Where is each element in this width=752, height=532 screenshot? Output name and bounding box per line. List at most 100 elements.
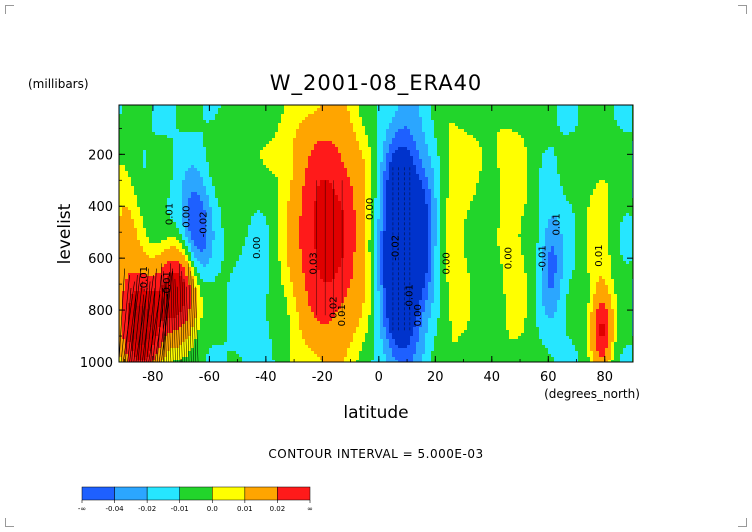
field-cell [137, 114, 141, 118]
field-cell [122, 126, 126, 130]
field-cell [176, 228, 180, 232]
field-cell [245, 132, 249, 136]
field-cell [161, 114, 165, 118]
field-cell [236, 150, 240, 154]
field-cell [161, 249, 165, 253]
field-cell [242, 231, 246, 235]
field-cell [248, 216, 252, 220]
field-cell [224, 240, 228, 244]
field-cell [275, 207, 279, 211]
field-cell [194, 120, 198, 124]
field-cell [161, 282, 165, 286]
field-cell [122, 252, 126, 256]
field-cell [269, 210, 273, 214]
field-cell [257, 186, 261, 190]
field-cell [119, 288, 123, 292]
field-cell [284, 138, 288, 142]
field-cell [263, 159, 267, 163]
field-cell [134, 315, 138, 319]
field-cell [149, 114, 153, 118]
field-cell [254, 240, 258, 244]
field-cell [215, 138, 219, 142]
field-cell [176, 279, 180, 283]
field-cell [239, 282, 243, 286]
field-cell [281, 324, 285, 328]
field-cell [146, 168, 150, 172]
field-cell [158, 219, 162, 223]
field-cell [122, 183, 126, 187]
field-cell [275, 141, 279, 145]
field-cell [251, 318, 255, 322]
field-cell [176, 156, 180, 160]
field-cell [188, 123, 192, 127]
field-cell [152, 360, 156, 362]
field-cell [287, 315, 291, 319]
field-cell [230, 132, 234, 136]
field-cell [257, 114, 261, 118]
field-cell [245, 198, 249, 202]
field-cell [191, 285, 195, 289]
field-cell [218, 150, 222, 154]
field-cell [140, 276, 144, 280]
field-cell [248, 252, 252, 256]
field-cell [164, 168, 168, 172]
field-cell [227, 327, 231, 331]
field-cell [128, 123, 132, 127]
field-cell [275, 153, 279, 157]
field-cell [224, 315, 228, 319]
field-cell [251, 117, 255, 121]
field-cell [218, 210, 222, 214]
field-cell [179, 129, 183, 133]
field-cell [233, 120, 237, 124]
field-cell [254, 165, 258, 169]
field-cell [242, 255, 246, 259]
field-cell [218, 303, 222, 307]
field-cell [257, 300, 261, 304]
field-cell [194, 165, 198, 169]
field-cell [257, 333, 261, 337]
field-cell [242, 153, 246, 157]
field-cell [200, 174, 204, 178]
field-cell [272, 267, 276, 271]
field-cell [245, 111, 249, 115]
field-cell [275, 105, 279, 109]
field-cell [236, 333, 240, 337]
field-cell [206, 147, 210, 151]
field-cell [164, 183, 168, 187]
field-cell [230, 273, 234, 277]
field-cell [224, 135, 228, 139]
field-cell [248, 300, 252, 304]
field-cell [176, 213, 180, 217]
field-cell [281, 282, 285, 286]
field-cell [260, 204, 264, 208]
field-cell [197, 306, 201, 310]
field-cell [155, 222, 159, 226]
field-cell [137, 120, 141, 124]
field-cell [254, 288, 258, 292]
field-cell [143, 234, 147, 238]
field-cell [233, 207, 237, 211]
field-cell [272, 177, 276, 181]
field-cell [152, 255, 156, 259]
field-cell [239, 264, 243, 268]
field-cell [269, 354, 273, 358]
field-cell [239, 270, 243, 274]
field-cell [272, 255, 276, 259]
field-cell [281, 279, 285, 283]
field-cell [167, 162, 171, 166]
field-cell [272, 105, 276, 109]
field-cell [161, 231, 165, 235]
field-cell [224, 141, 228, 145]
field-cell [263, 114, 267, 118]
field-cell [248, 111, 252, 115]
field-cell [212, 150, 216, 154]
field-cell [278, 189, 282, 193]
field-cell [260, 333, 264, 337]
field-cell [146, 159, 150, 163]
field-cell [137, 249, 141, 253]
field-cell [143, 132, 147, 136]
field-cell [206, 252, 210, 256]
field-cell [155, 174, 159, 178]
field-cell [263, 282, 267, 286]
field-cell [152, 156, 156, 160]
